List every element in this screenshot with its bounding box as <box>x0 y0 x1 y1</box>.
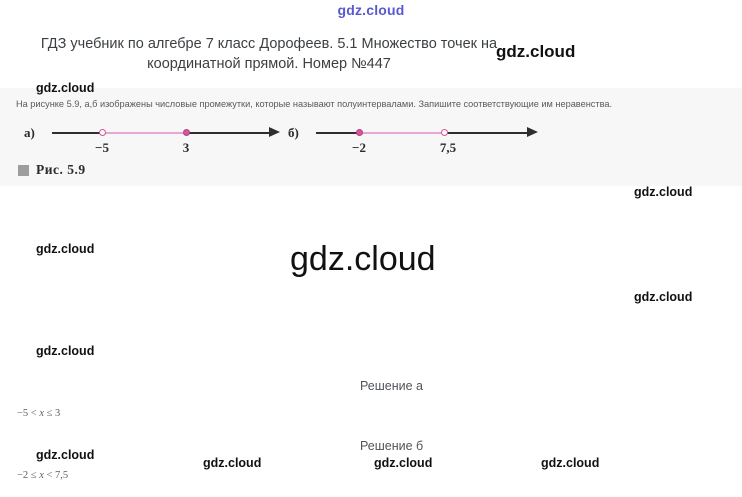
watermark: gdz.cloud <box>496 42 576 61</box>
number-line-b-label: б) <box>288 125 299 140</box>
number-line-b-right-tick-label: 7,5 <box>439 140 457 155</box>
watermark: gdz.cloud <box>374 456 433 470</box>
answer-b-right: < 7,5 <box>43 470 69 481</box>
watermark: gdz.cloud <box>634 290 693 304</box>
page-title: ГДЗ учебник по алгебре 7 класс Дорофеев.… <box>40 36 498 72</box>
number-line-a-left-tick-label: −5 <box>95 140 109 155</box>
watermark: gdz.cloud <box>541 456 600 470</box>
answer-a: −5 < x ≤ 3 <box>17 408 60 419</box>
watermark: gdz.cloud <box>36 448 95 462</box>
number-line-b-segment <box>359 132 445 134</box>
answer-b: −2 ≤ x < 7,5 <box>17 470 68 481</box>
textbook-figure <box>0 88 742 186</box>
site-logo[interactable]: gdz.cloud <box>337 2 405 18</box>
figure-caption: Рис. 5.9 <box>18 162 86 178</box>
number-line-b-left-tick-label: −2 <box>352 140 366 155</box>
number-line-a-right-tick-label: 3 <box>182 140 190 155</box>
answer-b-left: −2 ≤ <box>17 470 40 481</box>
answer-a-right: ≤ 3 <box>44 408 61 419</box>
number-line-a-arrow-icon <box>269 127 280 137</box>
number-line-b-arrow-icon <box>527 127 538 137</box>
solution-label-b: Решение б <box>360 439 424 453</box>
number-line-b-left-endpoint-filled-circle-icon <box>356 129 363 136</box>
number-line-a: а) −5 3 <box>24 122 280 164</box>
number-line-b-right-endpoint-open-circle-icon <box>441 129 448 136</box>
watermark-large: gdz.cloud <box>290 240 436 278</box>
figure-caption-text: Рис. 5.9 <box>36 162 86 177</box>
square-bullet-icon <box>18 164 29 176</box>
solution-label-a: Решение а <box>360 379 423 393</box>
number-line-a-segment <box>102 132 186 134</box>
watermark: gdz.cloud <box>36 242 95 256</box>
watermark: gdz.cloud <box>634 185 693 199</box>
number-line-a-label: а) <box>24 125 35 140</box>
number-line-a-left-endpoint-open-circle-icon <box>99 129 106 136</box>
answer-a-left: −5 < <box>17 408 40 419</box>
watermark: gdz.cloud <box>203 456 262 470</box>
answer-a-variable: x <box>39 408 45 419</box>
watermark: gdz.cloud <box>36 344 95 358</box>
number-line-a-right-endpoint-filled-circle-icon <box>183 129 190 136</box>
number-line-b: б) −2 7,5 <box>288 122 538 164</box>
problem-statement: На рисунке 5.9, а,б изображены числовые … <box>16 99 613 109</box>
watermark: gdz.cloud <box>36 81 95 95</box>
answer-b-variable: x <box>39 470 44 481</box>
